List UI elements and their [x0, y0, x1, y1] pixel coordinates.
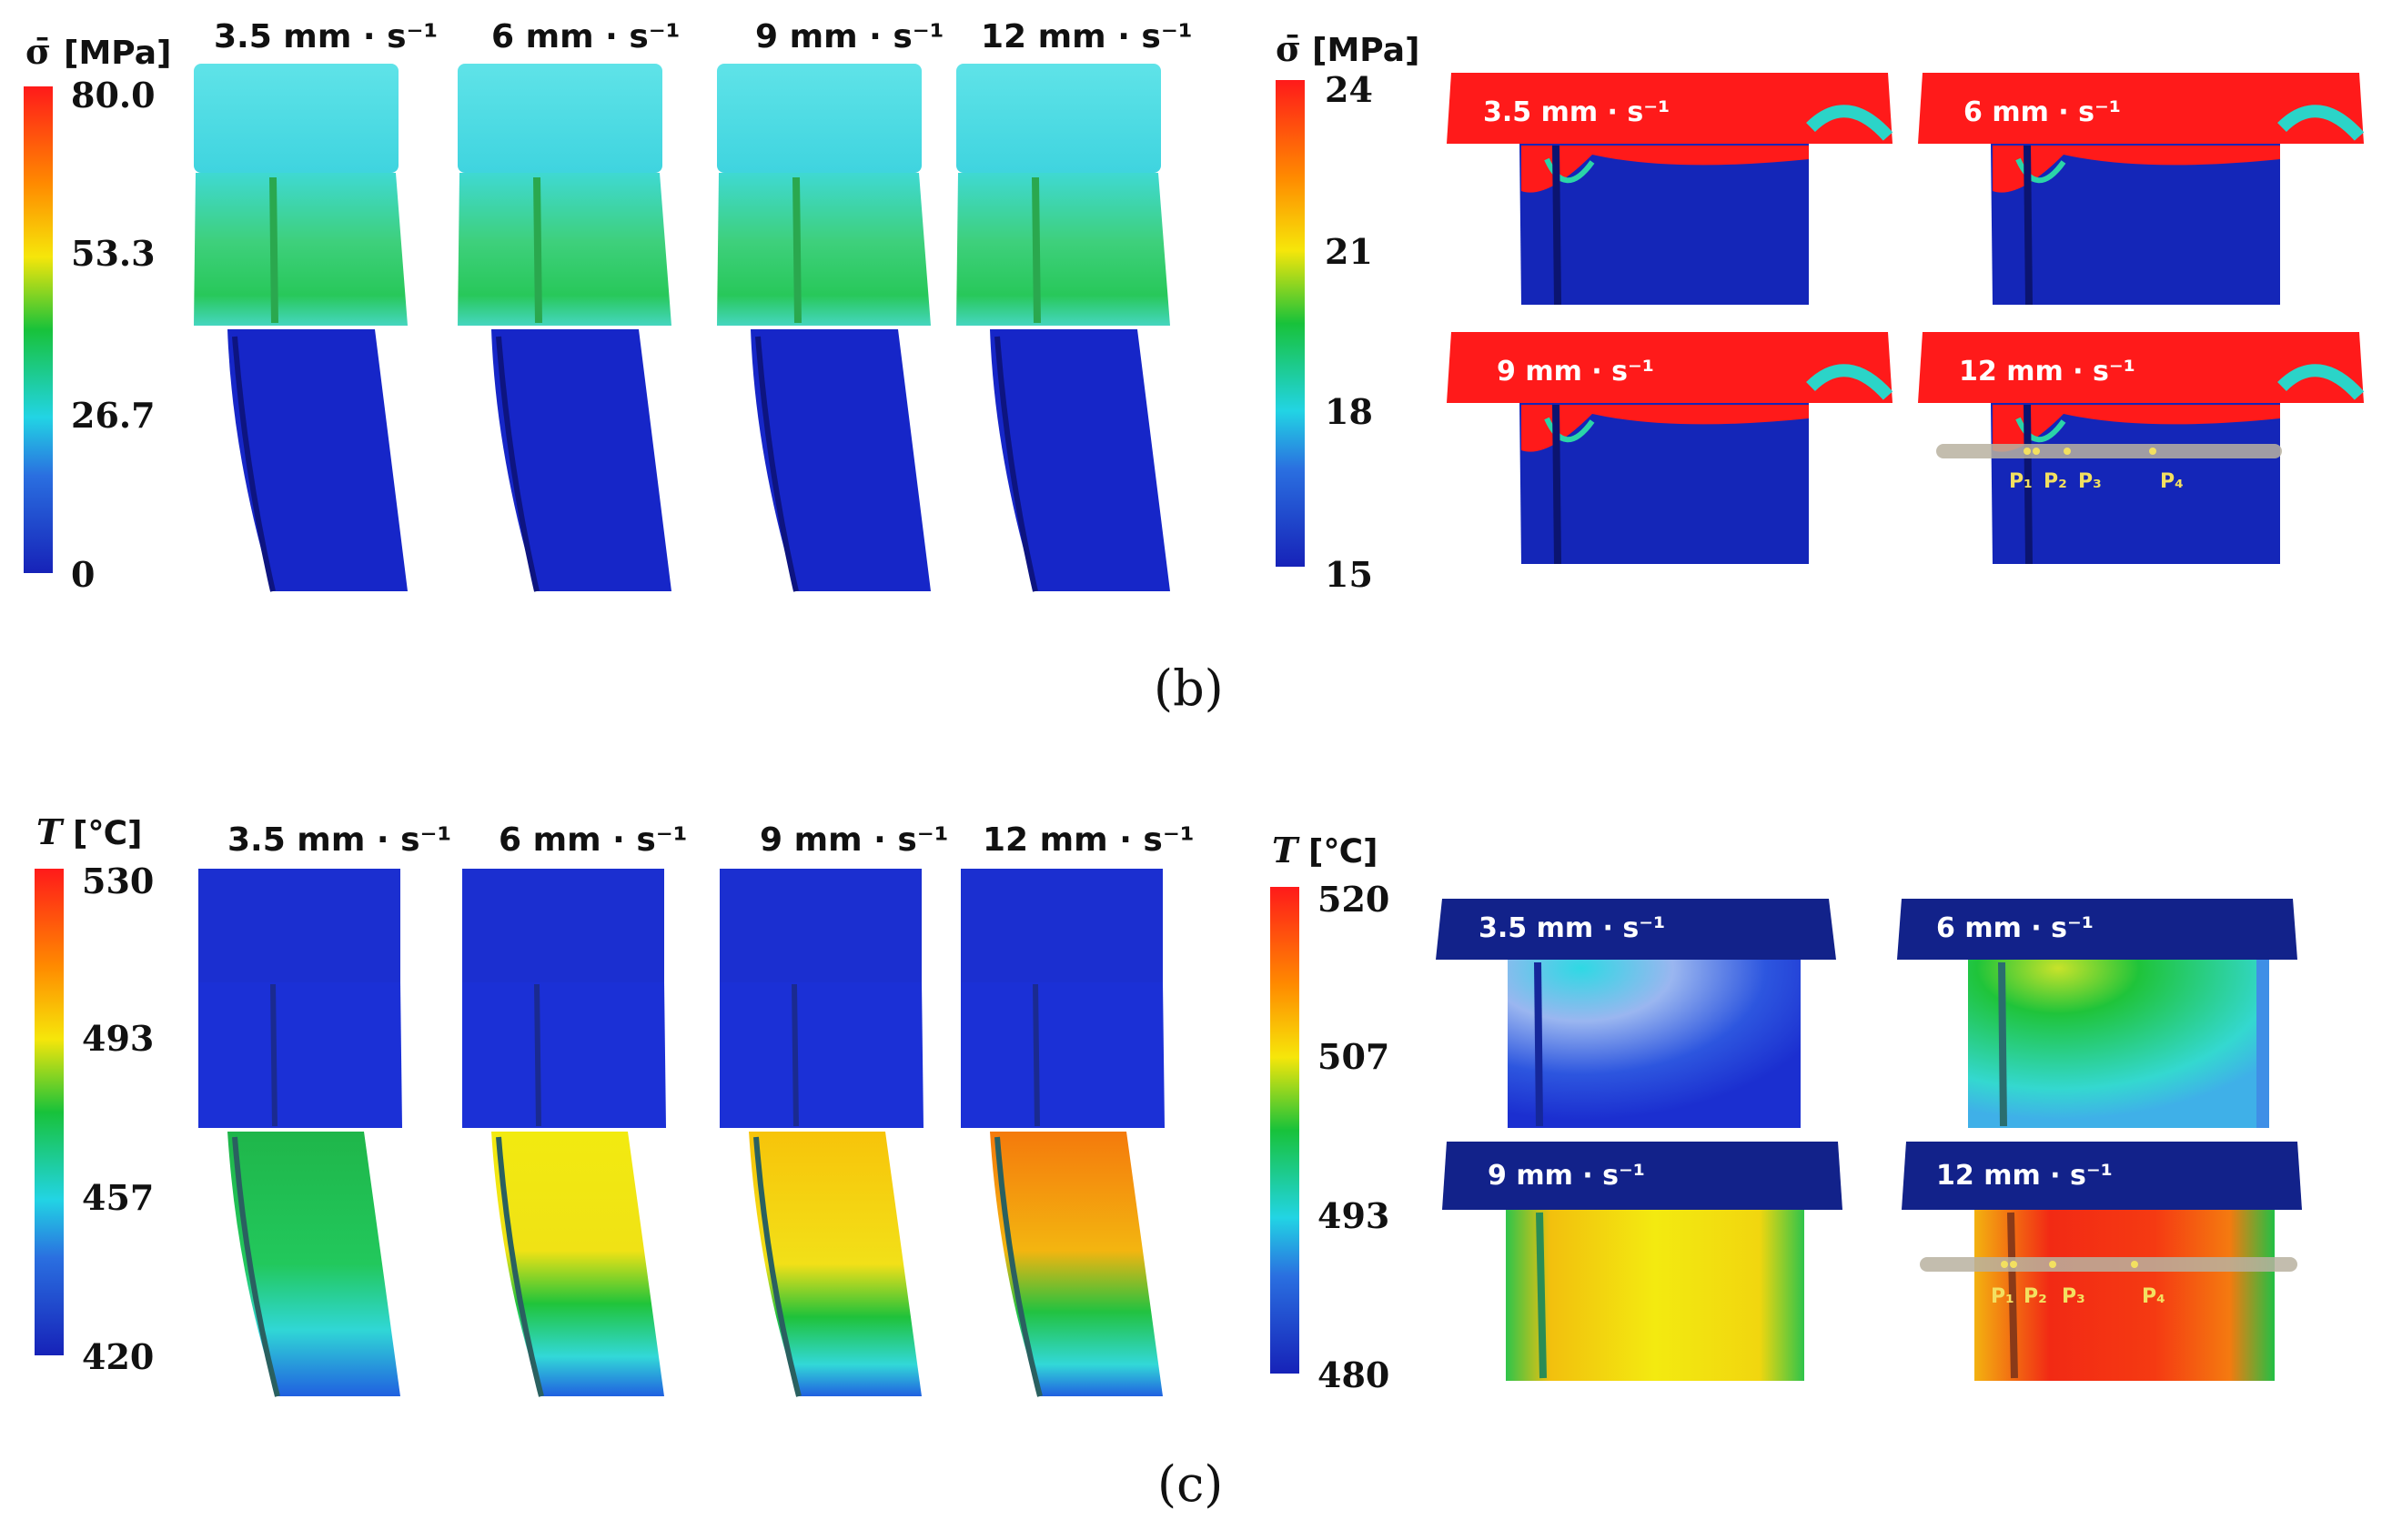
probe-label: P₄	[2160, 470, 2184, 493]
speed-label: 12 mm · s⁻¹	[983, 821, 1195, 859]
probe-label: P₃	[2062, 1285, 2085, 1308]
colorbar-gradient	[1276, 80, 1305, 567]
probe-label: P₂	[2024, 1285, 2047, 1308]
speed-label: 9 mm · s⁻¹	[755, 18, 944, 55]
temperature-colorbar-right: T [℃] 520 507 493 480	[1270, 830, 1389, 1395]
temperature-zoom: 3.5 mm · s⁻¹	[1436, 899, 1836, 1128]
stress-zoom: 6 mm · s⁻¹	[1918, 73, 2365, 306]
temperature-zoom-views: 3.5 mm · s⁻¹ 6 mm · s⁻¹ 9 mm · s⁻¹ 12 mm…	[1436, 899, 2302, 1381]
legend-tick: 21	[1325, 231, 1373, 272]
speed-label: 9 mm · s⁻¹	[1497, 356, 1654, 388]
probe-label: P₄	[2142, 1285, 2165, 1308]
colorbar-gradient	[24, 86, 53, 573]
temperature-billet: 9 mm · s⁻¹	[720, 821, 949, 1397]
legend-tick: 53.3	[71, 233, 156, 274]
speed-label: 6 mm · s⁻¹	[491, 18, 681, 55]
temperature-zoom: 12 mm · s⁻¹	[1902, 1142, 2302, 1381]
legend-tick: 480	[1317, 1354, 1389, 1395]
stress-colorbar-right: σ̄ [MPa] 24 21 18 15	[1276, 28, 1419, 595]
stress-zoom-views: 3.5 mm · s⁻¹ 6 mm · s⁻¹ 9 mm · s⁻¹	[1447, 73, 2365, 565]
legend-unit: [℃]	[1308, 833, 1378, 871]
probe-label: P₃	[2078, 470, 2102, 493]
legend-tick: 520	[1317, 879, 1389, 920]
legend-symbol: T	[1272, 830, 1300, 871]
speed-label: 6 mm · s⁻¹	[499, 821, 688, 859]
panel-c: T [℃] 530 493 457 420 3.5 mm · s⁻¹ 6 mm …	[35, 811, 2302, 1397]
speed-label: 9 mm · s⁻¹	[1488, 1160, 1645, 1192]
colorbar-gradient	[1270, 887, 1299, 1374]
legend-tick: 18	[1325, 391, 1373, 432]
colorbar-gradient	[35, 869, 64, 1355]
stress-billet: 12 mm · s⁻¹	[956, 18, 1193, 592]
legend-tick: 493	[82, 1018, 154, 1059]
legend-tick: 15	[1325, 554, 1373, 595]
legend-tick: 507	[1317, 1036, 1389, 1077]
stress-billet: 9 mm · s⁻¹	[717, 18, 944, 592]
probe-line: P₁ P₂ P₃ P₄	[1920, 1257, 2297, 1308]
legend-tick: 0	[71, 554, 95, 595]
legend-symbol: T	[36, 811, 65, 852]
legend-tick: 493	[1317, 1195, 1389, 1236]
stress-zoom: 12 mm · s⁻¹	[1918, 332, 2365, 565]
stress-billet: 3.5 mm · s⁻¹	[194, 18, 438, 592]
speed-label: 3.5 mm · s⁻¹	[214, 18, 438, 55]
probe-label: P₁	[1991, 1285, 2014, 1308]
legend-unit: [MPa]	[64, 35, 171, 72]
temperature-billet: 12 mm · s⁻¹	[961, 821, 1195, 1397]
legend-unit: [℃]	[73, 815, 143, 852]
speed-label: 9 mm · s⁻¹	[760, 821, 949, 859]
temperature-zoom: 6 mm · s⁻¹	[1897, 899, 2297, 1128]
stress-zoom: 3.5 mm · s⁻¹	[1447, 73, 1893, 306]
speed-label: 3.5 mm · s⁻¹	[1479, 912, 1665, 944]
temperature-billets: 3.5 mm · s⁻¹ 6 mm · s⁻¹ 9 mm · s⁻¹	[198, 821, 1195, 1397]
legend-tick: 457	[82, 1177, 154, 1218]
legend-tick: 530	[82, 861, 154, 901]
probe-label: P₁	[2009, 470, 2033, 493]
speed-label: 3.5 mm · s⁻¹	[227, 821, 451, 859]
stress-zoom: 9 mm · s⁻¹	[1447, 332, 1893, 565]
stress-billet: 6 mm · s⁻¹	[458, 18, 681, 592]
legend-symbol: σ̄	[25, 31, 51, 72]
speed-label: 12 mm · s⁻¹	[981, 18, 1193, 55]
speed-label: 6 mm · s⁻¹	[1963, 96, 2121, 128]
stress-billets: 3.5 mm · s⁻¹ 6 mm · s⁻¹ 9 mm · s⁻¹	[194, 18, 1193, 592]
panel-b: σ̄ [MPa] 80.0 53.3 26.7 0 3.5 mm · s⁻¹ 6…	[24, 18, 2365, 595]
probe-line: P₁ P₂ P₃ P₄	[1936, 444, 2282, 493]
panel-c-caption: (c)	[1157, 1455, 1224, 1513]
legend-tick: 80.0	[71, 75, 156, 116]
legend-tick: 26.7	[71, 395, 156, 436]
panel-b-caption: (b)	[1154, 659, 1224, 717]
temperature-billet: 6 mm · s⁻¹	[462, 821, 688, 1397]
speed-label: 6 mm · s⁻¹	[1936, 912, 2094, 944]
temperature-billet: 3.5 mm · s⁻¹	[198, 821, 451, 1397]
temperature-colorbar-left: T [℃] 530 493 457 420	[35, 811, 154, 1377]
legend-tick: 420	[82, 1336, 154, 1377]
stress-colorbar-left: σ̄ [MPa] 80.0 53.3 26.7 0	[24, 31, 171, 595]
probe-label: P₂	[2044, 470, 2067, 493]
speed-label: 12 mm · s⁻¹	[1936, 1160, 2113, 1192]
legend-symbol: σ̄	[1276, 28, 1301, 69]
speed-label: 12 mm · s⁻¹	[1959, 356, 2135, 388]
speed-label: 3.5 mm · s⁻¹	[1483, 96, 1670, 128]
legend-tick: 24	[1325, 69, 1373, 110]
legend-unit: [MPa]	[1312, 32, 1419, 69]
temperature-zoom: 9 mm · s⁻¹	[1442, 1142, 1842, 1381]
